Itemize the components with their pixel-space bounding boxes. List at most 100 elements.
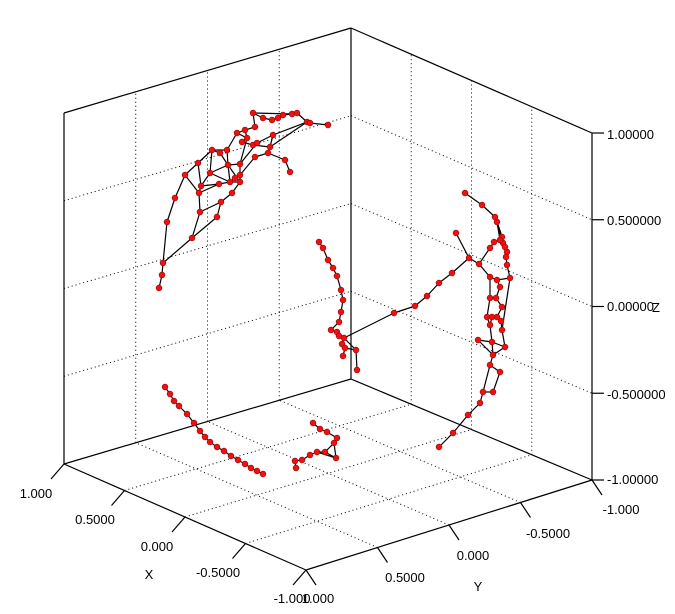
graph-edge: [209, 172, 231, 183]
data-point: [330, 439, 338, 447]
data-point: [238, 138, 246, 146]
graph-edge: [482, 364, 491, 393]
data-point: [190, 419, 198, 427]
data-point: [233, 129, 241, 137]
data-point: [247, 464, 255, 472]
graph-edge: [464, 192, 483, 206]
labels-layer: 1.0000.50000.000-0.5000-1.0001.0000.5000…: [20, 127, 666, 606]
data-point: [390, 309, 398, 317]
data-point: [333, 434, 341, 442]
data-point: [279, 111, 287, 119]
ticks-layer: [50, 132, 604, 586]
data-point: [216, 149, 224, 157]
data-point: [486, 273, 494, 281]
data-point: [319, 244, 327, 252]
x-axis-label: X: [145, 567, 154, 582]
data-point: [333, 272, 341, 280]
data-point: [306, 451, 314, 459]
data-point: [253, 467, 261, 475]
data-point: [253, 139, 261, 147]
z-axis-label: Z: [652, 300, 660, 315]
data-point: [268, 116, 276, 124]
data-point: [352, 346, 360, 354]
data-point: [269, 131, 277, 139]
data-point: [324, 256, 332, 264]
graph-edge: [227, 164, 241, 183]
data-point: [435, 443, 443, 451]
graph-edge: [162, 221, 168, 264]
data-point: [478, 201, 486, 209]
graph-edge: [209, 149, 213, 174]
data-point: [196, 208, 204, 216]
data-point: [449, 429, 457, 437]
data-point: [337, 286, 345, 294]
data-point: [161, 383, 169, 391]
data-point: [281, 156, 289, 164]
data-point: [226, 178, 234, 186]
data-point: [306, 119, 314, 127]
data-point: [171, 194, 179, 202]
graph-edge: [239, 137, 248, 165]
data-point: [217, 198, 225, 206]
data-point: [313, 448, 321, 456]
y-tick-label: 0.000: [457, 548, 490, 563]
data-point: [183, 410, 191, 418]
data-point: [461, 189, 469, 197]
data-point: [486, 321, 494, 329]
graph-edge: [199, 201, 222, 213]
data-point: [163, 218, 171, 226]
data-point: [175, 402, 183, 410]
data-point: [474, 336, 482, 344]
data-point: [341, 344, 349, 352]
border-layer: [63, 27, 593, 571]
data-point: [490, 238, 498, 246]
graph-edge: [209, 164, 229, 174]
data-point: [181, 171, 189, 179]
graph-edge: [451, 257, 470, 274]
data-point: [486, 244, 494, 252]
data-point: [448, 269, 456, 277]
data-point: [435, 279, 443, 287]
data-point: [493, 276, 501, 284]
data-point: [498, 326, 506, 334]
graph-edge: [486, 297, 491, 318]
y-tick-label: -1.000: [603, 502, 640, 517]
data-point: [489, 351, 497, 359]
data-point: [291, 457, 299, 465]
z-tick-label: 1.00000: [607, 127, 654, 142]
y-tick-label: 1.000: [302, 591, 335, 606]
nodes-layer: [155, 109, 514, 478]
data-point: [241, 460, 249, 468]
data-point: [486, 361, 494, 369]
graph-edge: [184, 174, 200, 194]
data-point: [298, 456, 306, 464]
data-point: [286, 168, 294, 176]
data-point: [206, 169, 214, 177]
data-point: [496, 283, 504, 291]
data-point: [353, 366, 361, 374]
y-tick-label: -0.5000: [526, 526, 570, 541]
z-tick-label: 0.500000: [607, 213, 661, 228]
data-point: [224, 161, 232, 169]
data-point: [492, 294, 500, 302]
graph-edge: [226, 132, 238, 151]
data-point: [323, 428, 331, 436]
graph-edge: [492, 371, 501, 393]
x-tick-label: -0.5000: [196, 565, 240, 580]
data-point: [309, 419, 317, 427]
data-point: [227, 452, 235, 460]
data-point: [486, 294, 494, 302]
graph-edge: [252, 112, 293, 115]
graph-edge: [269, 121, 308, 148]
y-axis-label: Y: [474, 579, 483, 594]
data-point: [423, 292, 431, 300]
data-point: [196, 427, 204, 435]
data-point: [236, 171, 244, 179]
data-point: [266, 143, 274, 151]
data-point: [158, 271, 166, 279]
x-tick-label: -1.000: [274, 591, 311, 606]
data-point: [496, 368, 504, 376]
data-point: [194, 159, 202, 167]
data-point: [188, 234, 196, 242]
